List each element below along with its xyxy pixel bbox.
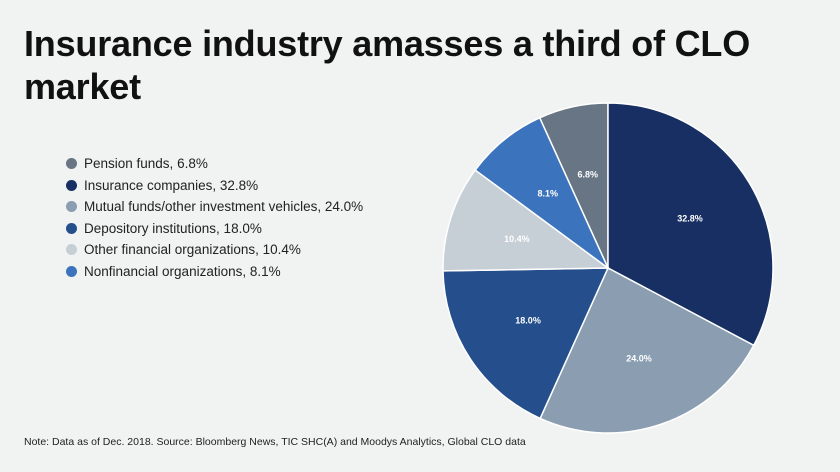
legend-label: Nonfinancial organizations, 8.1% bbox=[84, 263, 281, 279]
legend-label: Mutual funds/other investment vehicles, … bbox=[84, 199, 364, 215]
slice-label: 32.8% bbox=[677, 214, 703, 224]
slice-label: 6.8% bbox=[577, 169, 598, 179]
slice-label: 24.0% bbox=[626, 354, 652, 364]
pie-slice bbox=[474, 116, 610, 271]
pie-slice bbox=[607, 102, 774, 347]
legend-item: Pension funds, 6.8% bbox=[66, 153, 363, 175]
legend-item: Other financial organizations, 10.4% bbox=[66, 239, 363, 261]
pie-slice bbox=[442, 267, 610, 420]
legend-item: Depository institutions, 18.0% bbox=[66, 218, 363, 240]
slice-label: 8.1% bbox=[537, 189, 558, 199]
legend-label: Insurance companies, 32.8% bbox=[84, 177, 259, 193]
legend-swatch bbox=[66, 222, 77, 234]
legend-label: Pension funds, 6.8% bbox=[84, 156, 208, 172]
slice-label: 18.0% bbox=[515, 316, 541, 326]
chart-title: Insurance industry amasses a third of CL… bbox=[24, 23, 751, 107]
legend-swatch bbox=[66, 201, 77, 213]
legend-swatch bbox=[66, 265, 77, 277]
pie-slice bbox=[539, 266, 755, 434]
legend-swatch bbox=[66, 244, 77, 256]
legend-item: Nonfinancial organizations, 8.1% bbox=[66, 261, 363, 283]
source-note: Note: Data as of Dec. 2018. Source: Bloo… bbox=[24, 436, 526, 448]
slice-label: 10.4% bbox=[504, 234, 530, 244]
pie-slice bbox=[442, 169, 611, 272]
legend-swatch bbox=[66, 158, 77, 170]
legend-item: Insurance companies, 32.8% bbox=[66, 175, 363, 197]
legend-item: Mutual funds/other investment vehicles, … bbox=[66, 196, 363, 218]
legend: Pension funds, 6.8% Insurance companies, … bbox=[66, 153, 363, 282]
legend-label: Depository institutions, 18.0% bbox=[84, 220, 262, 236]
legend-label: Other financial organizations, 10.4% bbox=[84, 242, 301, 258]
legend-swatch bbox=[66, 179, 77, 191]
